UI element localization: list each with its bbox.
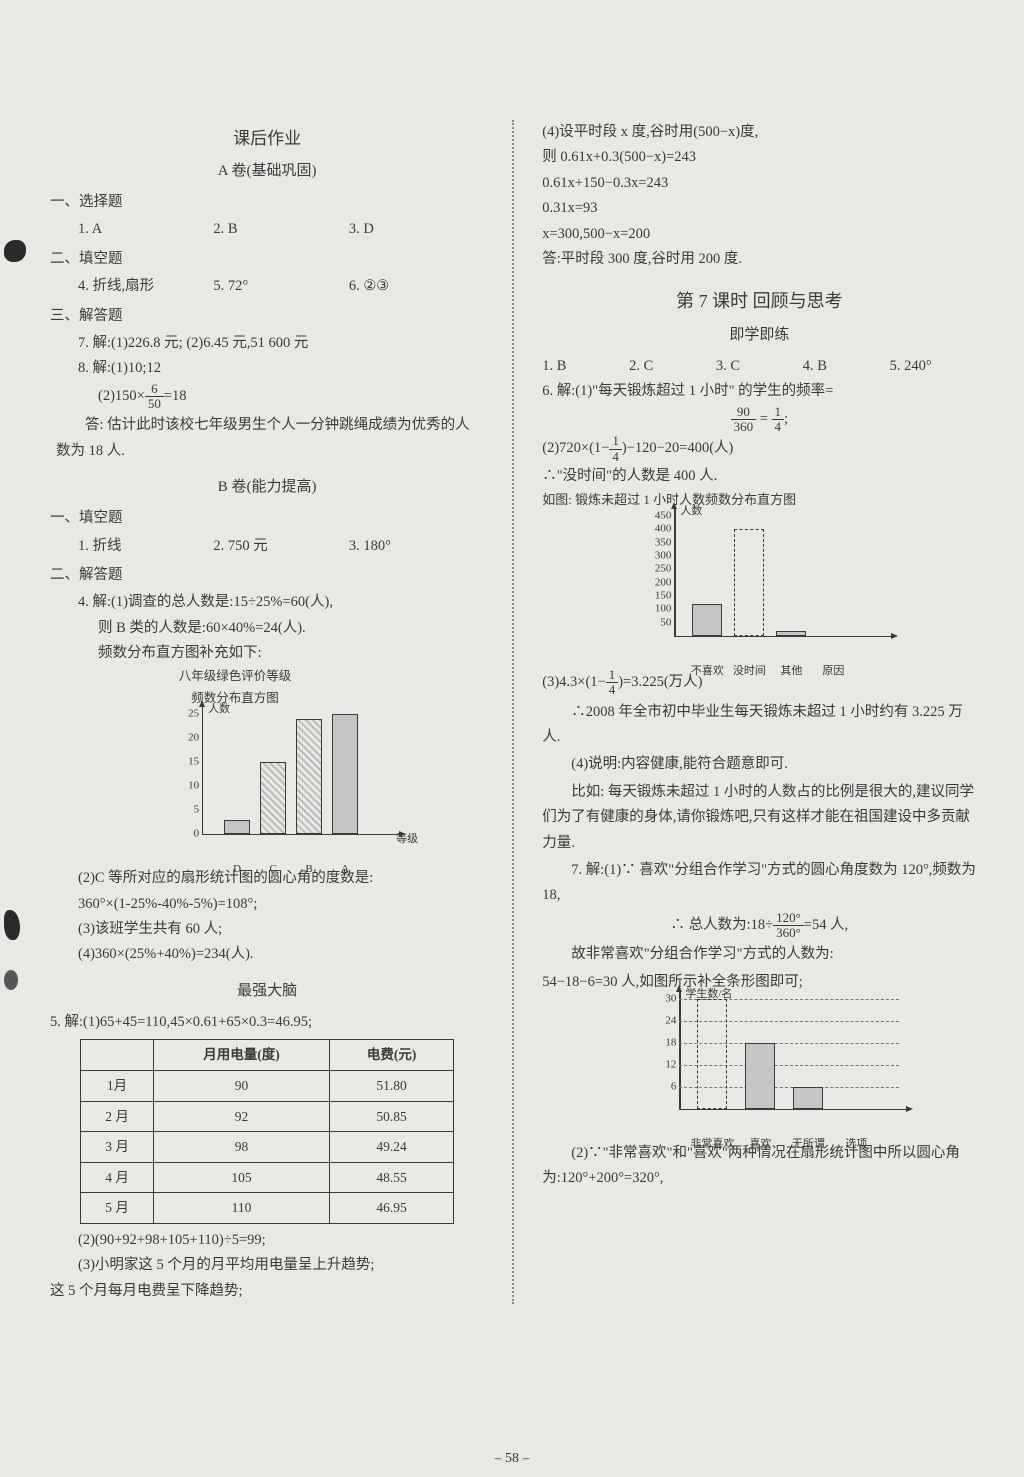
q7d: 54−18−6=30 人,如图所示补全条形图即可; bbox=[542, 970, 976, 995]
r4: 0.31x=93 bbox=[542, 196, 976, 221]
r2: 则 0.61x+0.3(500−x)=243 bbox=[542, 145, 976, 170]
secb-fill: 一、填空题 bbox=[50, 506, 484, 531]
sec-fill: 二、填空题 bbox=[50, 247, 484, 272]
b1: 1. 折线 bbox=[78, 534, 213, 559]
lesson-sub: 即学即练 bbox=[542, 322, 976, 348]
q6d: 如图: 锻炼未超过 1 小时人数频数分布直方图 bbox=[542, 489, 976, 512]
lesson-title: 第 7 课时 回顾与思考 bbox=[542, 286, 976, 318]
q8c: 答: 估计此时该校七年级男生个人一分钟跳绳成绩为优秀的人数为 18 人. bbox=[50, 413, 484, 464]
q6: 6. ②③ bbox=[349, 274, 484, 299]
b4c: 频数分布直方图补充如下: bbox=[50, 641, 484, 666]
sec-choice: 一、选择题 bbox=[50, 190, 484, 215]
q7b: ∴ 总人数为:18÷120°360°=54 人, bbox=[542, 911, 976, 941]
b4d: (2)C 等所对应的扇形统计图的圆心角的度数是: bbox=[50, 866, 484, 891]
fill-row: 4. 折线,扇形 5. 72° 6. ②③ bbox=[50, 274, 484, 299]
q6a: 6. 解:(1)"每天锻炼超过 1 小时" 的学生的频率= bbox=[542, 379, 976, 404]
b5a: 5. 解:(1)65+45=110,45×0.61+65×0.3=46.95; bbox=[50, 1010, 484, 1035]
a4: 4. B bbox=[803, 354, 890, 379]
chart1-title2: 频数分布直方图 bbox=[140, 688, 330, 710]
q6-frac: 90360 = 14; bbox=[542, 405, 976, 435]
r6: 答:平时段 300 度,谷时用 200 度. bbox=[542, 247, 976, 272]
q2: 2. B bbox=[213, 217, 348, 242]
chart1-title1: 八年级绿色评价等级 bbox=[140, 666, 330, 688]
b4b: 则 B 类的人数是:60×40%=24(人). bbox=[50, 616, 484, 641]
paper-b-title: B 卷(能力提高) bbox=[50, 474, 484, 500]
b5c: (3)小明家这 5 个月的月平均用电量呈上升趋势; bbox=[50, 1253, 484, 1278]
q6b: (2)720×(1−14)−120−20=400(人) bbox=[542, 434, 976, 464]
bfill-row: 1. 折线 2. 750 元 3. 180° bbox=[50, 534, 484, 559]
secb-solve: 二、解答题 bbox=[50, 563, 484, 588]
paper-a-title: A 卷(基础巩固) bbox=[50, 158, 484, 184]
b4g: (4)360×(25%+40%)=234(人). bbox=[50, 942, 484, 967]
chart3: 学生数/名612182430非常喜欢喜欢无所谓选项 bbox=[679, 999, 929, 1133]
choice-row: 1. A 2. B 3. D bbox=[50, 217, 484, 242]
q6g: (4)说明:内容健康,能符合题意即可. bbox=[542, 752, 976, 777]
q7c: 故非常喜欢"分组合作学习"方式的人数为: bbox=[542, 942, 976, 967]
sec-solve: 三、解答题 bbox=[50, 304, 484, 329]
q3: 3. D bbox=[349, 217, 484, 242]
chart1: 人数0510152025DCBA等级 bbox=[202, 714, 422, 858]
left-column: 课后作业 A 卷(基础巩固) 一、选择题 1. A 2. B 3. D 二、填空… bbox=[50, 120, 484, 1304]
b4a: 4. 解:(1)调查的总人数是:15÷25%=60(人), bbox=[50, 590, 484, 615]
b4e: 360°×(1-25%-40%-5%)=108°; bbox=[50, 892, 484, 917]
electricity-table: 月用电量(度)电费(元)1月9051.802 月9250.853 月9849.2… bbox=[80, 1039, 453, 1224]
q1: 1. A bbox=[78, 217, 213, 242]
r1: (4)设平时段 x 度,谷时用(500−x)度, bbox=[542, 120, 976, 145]
b3: 3. 180° bbox=[349, 534, 484, 559]
q6c: ∴"没时间"的人数是 400 人. bbox=[542, 464, 976, 489]
page-number: – 58 – bbox=[0, 1451, 1024, 1467]
q8a: 8. 解:(1)10;12 bbox=[50, 356, 484, 381]
q4: 4. 折线,扇形 bbox=[78, 274, 213, 299]
ans-row: 1. B 2. C 3. C 4. B 5. 240° bbox=[542, 354, 976, 379]
b2: 2. 750 元 bbox=[213, 534, 348, 559]
right-column: (4)设平时段 x 度,谷时用(500−x)度, 则 0.61x+0.3(500… bbox=[542, 120, 976, 1304]
q8b: (2)150×650=18 bbox=[50, 382, 484, 412]
b5b: (2)(90+92+98+105+110)÷5=99; bbox=[50, 1228, 484, 1253]
a3: 3. C bbox=[716, 354, 803, 379]
q7: 7. 解:(1)226.8 元; (2)6.45 元,51 600 元 bbox=[50, 331, 484, 356]
b5d: 这 5 个月每月电费呈下降趋势; bbox=[50, 1279, 484, 1304]
brain-title: 最强大脑 bbox=[50, 978, 484, 1004]
column-divider bbox=[512, 120, 514, 1304]
a5: 5. 240° bbox=[890, 354, 977, 379]
r3: 0.61x+150−0.3x=243 bbox=[542, 171, 976, 196]
q5: 5. 72° bbox=[213, 274, 348, 299]
chart2: 人数50100150200250300350400450不喜欢没时间其他原因 bbox=[674, 516, 914, 660]
homework-title: 课后作业 bbox=[50, 124, 484, 154]
q7a: 7. 解:(1)∵ 喜欢"分组合作学习"方式的圆心角度数为 120°,频数为 1… bbox=[542, 858, 976, 909]
q6f: ∴2008 年全市初中毕业生每天锻炼未超过 1 小时约有 3.225 万人. bbox=[542, 700, 976, 751]
b4f: (3)该班学生共有 60 人; bbox=[50, 917, 484, 942]
q6h: 比如: 每天锻炼未超过 1 小时的人数占的比例是很大的,建议同学们为了有健康的身… bbox=[542, 780, 976, 856]
a1: 1. B bbox=[542, 354, 629, 379]
r5: x=300,500−x=200 bbox=[542, 222, 976, 247]
a2: 2. C bbox=[629, 354, 716, 379]
